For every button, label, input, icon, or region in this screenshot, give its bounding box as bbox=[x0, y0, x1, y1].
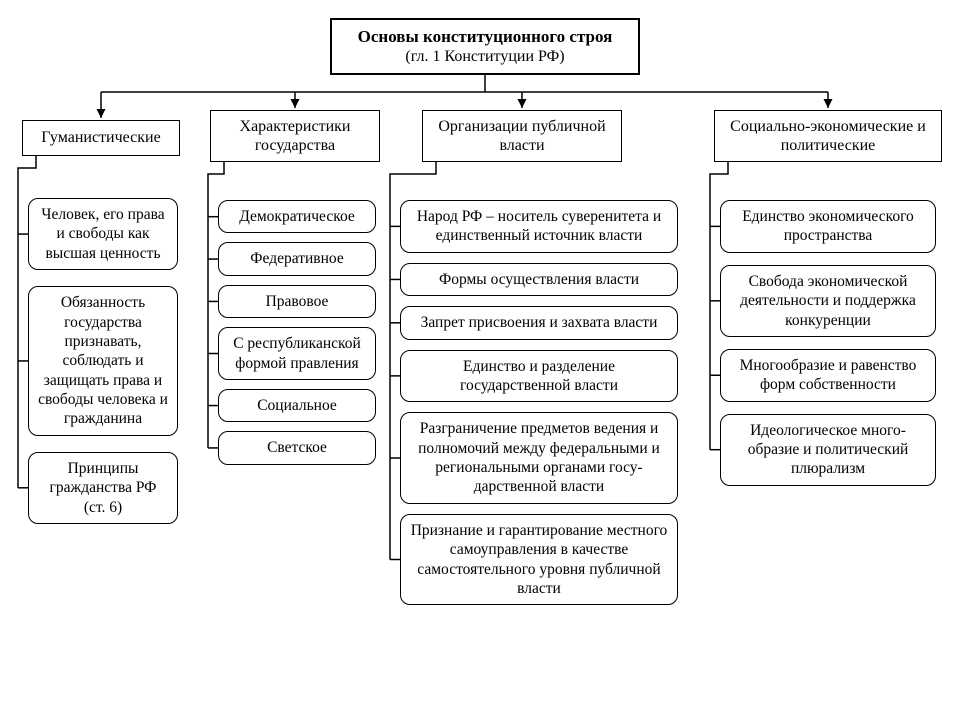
item-box: Идеологическое много­образие и политичес… bbox=[720, 414, 936, 486]
item-box: Светское bbox=[218, 431, 376, 464]
item-box: С республи­канской формой правления bbox=[218, 327, 376, 380]
item-box: Принципы гражданства РФ (ст. 6) bbox=[28, 452, 178, 524]
item-box: Разграничение предметов ведения и полном… bbox=[400, 412, 678, 504]
item-box: Народ РФ – носитель суверенитета и единс… bbox=[400, 200, 678, 253]
category-label: Социально-экономические и политические bbox=[721, 117, 935, 155]
root-box: Основы конституционного строя(гл. 1 Конс… bbox=[330, 18, 640, 75]
category-label: Организации публичной власти bbox=[429, 117, 615, 155]
item-box: Запрет присвоения и захвата власти bbox=[400, 306, 678, 339]
items-column: Народ РФ – носитель суверенитета и единс… bbox=[400, 200, 678, 605]
category-label: Гуманистические bbox=[41, 128, 160, 147]
item-box: Федеративное bbox=[218, 242, 376, 275]
items-column: Единство экономического пространства Своб… bbox=[720, 200, 936, 486]
category-box: Организации публичной власти bbox=[422, 110, 622, 162]
items-column: Человек, его права и свободы как высшая … bbox=[28, 198, 178, 524]
item-box: Единство экономического пространства bbox=[720, 200, 936, 253]
category-box: Гуманистические bbox=[22, 120, 180, 156]
item-box: Правовое bbox=[218, 285, 376, 318]
item-box: Формы осуществления власти bbox=[400, 263, 678, 296]
root-subtitle: (гл. 1 Конституции РФ) bbox=[350, 47, 620, 67]
item-box: Социальное bbox=[218, 389, 376, 422]
item-box: Многообразие и равенство форм собственно… bbox=[720, 349, 936, 402]
category-box: Социально-экономические и политические bbox=[714, 110, 942, 162]
item-box: Демократическое bbox=[218, 200, 376, 233]
category-label: Характеристики государства bbox=[217, 117, 373, 155]
item-box: Человек, его права и свободы как высшая … bbox=[28, 198, 178, 270]
root-title: Основы конституционного строя bbox=[350, 26, 620, 47]
item-box: Обязанность государства признавать, собл… bbox=[28, 286, 178, 436]
items-column: Демократическое Федеративное Правовое С рес… bbox=[218, 200, 376, 465]
item-box: Свобода экономической деятельности и под… bbox=[720, 265, 936, 337]
item-box: Единство и разделение государственной вл… bbox=[400, 350, 678, 403]
item-box: Признание и гарантирование местного само… bbox=[400, 514, 678, 606]
category-box: Характеристики государства bbox=[210, 110, 380, 162]
